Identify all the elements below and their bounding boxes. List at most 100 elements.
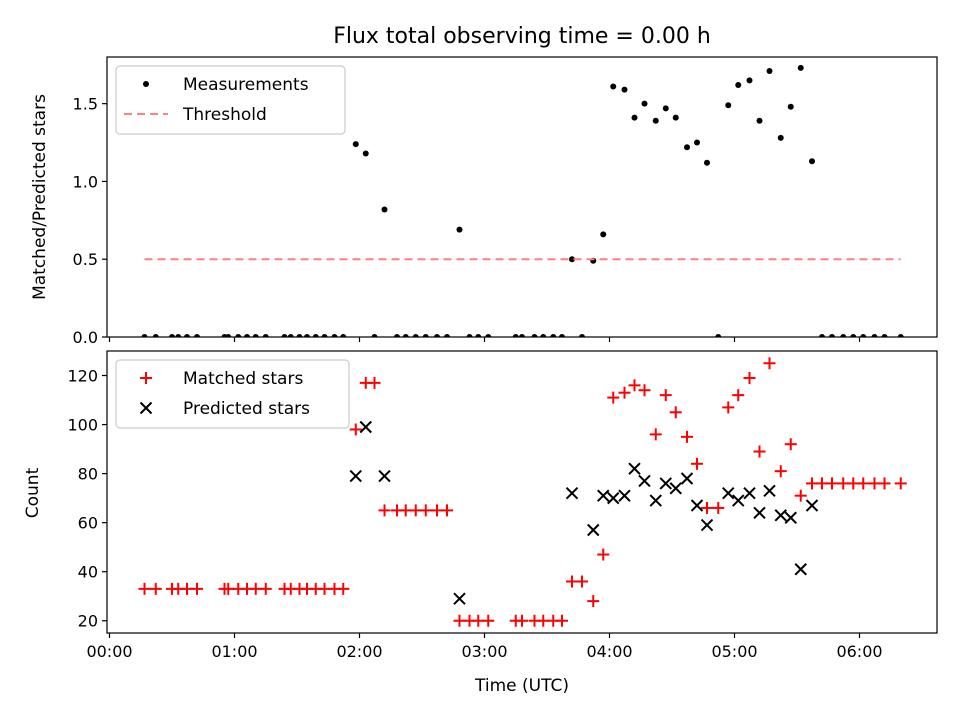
matched-point: [784, 438, 797, 451]
predicted-point: [700, 518, 714, 532]
matched-point: [701, 501, 713, 514]
measurement-point: [725, 102, 732, 109]
predicted-point: [680, 472, 694, 485]
measurement-point: [777, 134, 784, 141]
top-y-tick-label: 1.5: [73, 95, 98, 114]
bottom-y-axis-label: Count: [23, 467, 43, 518]
measurement-point: [652, 117, 659, 124]
predicted-point: [794, 563, 807, 576]
measurement-point: [860, 334, 867, 337]
measurement-point: [141, 334, 148, 337]
chart-title: Flux total observing time = 0.00 h: [333, 24, 711, 49]
matched-point: [618, 386, 631, 399]
measurement-point: [756, 117, 763, 124]
measurement-point: [559, 334, 565, 337]
matched-point: [149, 582, 162, 595]
predicted-point: [805, 499, 819, 512]
matched-point: [576, 575, 588, 588]
predicted-point: [565, 487, 579, 500]
measurement-point: [312, 334, 319, 337]
matched-point: [638, 384, 651, 397]
x-tick-label: 06:00: [836, 642, 882, 661]
matched-point: [482, 614, 495, 627]
top-y-tick-label: 1.0: [73, 172, 98, 191]
bottom-y-tick-label: 20: [78, 612, 98, 631]
measurement-point: [444, 334, 450, 337]
matched-point: [628, 379, 641, 392]
x-tick-label: 00:00: [86, 642, 132, 661]
top-y-tick-label: 0.0: [73, 328, 98, 347]
measurement-point: [175, 334, 182, 337]
measurement-point: [819, 334, 825, 337]
measurement-point: [871, 334, 878, 337]
predicted-point: [784, 511, 797, 524]
bottom-y-tick-label: 100: [67, 416, 98, 435]
measurement-point: [881, 334, 888, 337]
predicted-point: [618, 489, 631, 502]
predicted-point: [378, 469, 391, 483]
measurement-point: [550, 334, 557, 337]
measurement-point: [152, 334, 159, 337]
legend-plus-marker: [140, 372, 152, 384]
bottom-series-2: [349, 420, 819, 605]
top-legend-entry: Threshold: [124, 105, 267, 125]
predicted-point: [732, 494, 745, 507]
measurement-point: [704, 159, 710, 166]
measurement-point: [287, 334, 294, 337]
matched-point: [349, 423, 362, 436]
x-tick-label: 04:00: [586, 642, 632, 661]
matched-point: [649, 428, 662, 441]
measurement-point: [362, 150, 369, 157]
predicted-point: [587, 523, 600, 537]
measurement-point: [456, 226, 463, 233]
bottom-legend-label: Predicted stars: [183, 399, 310, 419]
matched-point: [857, 477, 870, 490]
top-legend-box: [115, 65, 346, 135]
predicted-point: [669, 482, 682, 495]
predicted-point: [597, 489, 610, 502]
measurement-point: [184, 334, 190, 337]
matched-point: [556, 614, 568, 627]
matched-point: [878, 477, 891, 490]
bottom-y-tick-label: 40: [78, 563, 98, 582]
matched-point: [763, 357, 776, 370]
matched-point: [794, 489, 807, 502]
matched-point: [368, 376, 381, 389]
measurement-point: [840, 334, 847, 337]
measurement-point: [641, 100, 648, 107]
top-axes-frame: [106, 56, 938, 338]
measurement-point: [381, 206, 388, 213]
measurement-point: [579, 334, 585, 337]
measurement-point: [715, 334, 722, 337]
bottom-legend: Matched stars Predicted stars: [115, 359, 350, 429]
measurement-point: [422, 334, 429, 337]
measurement-point: [569, 256, 575, 263]
measurement-point: [371, 334, 378, 337]
bottom-series-1: [138, 357, 907, 627]
bottom-y-tick-label: 60: [78, 514, 98, 533]
measurement-point: [281, 334, 288, 337]
measurement-point: [304, 334, 310, 337]
bottom-axes-frame: [106, 350, 938, 634]
matched-point: [138, 582, 151, 595]
measurement-point: [600, 231, 607, 238]
predicted-point: [763, 484, 776, 497]
measurement-point: [331, 334, 338, 337]
x-tick-label: 01:00: [211, 642, 257, 661]
predicted-point: [649, 494, 662, 507]
measurement-point: [829, 334, 835, 337]
measurement-point: [394, 334, 400, 337]
top-plot-area: [141, 64, 904, 337]
measurement-point: [412, 334, 419, 337]
predicted-point: [628, 462, 641, 475]
legend-dot-marker: [143, 81, 149, 87]
matched-point: [743, 371, 756, 384]
measurement-point: [194, 334, 200, 337]
legend-x-marker: [139, 401, 153, 415]
bottom-legend-box: [115, 359, 350, 429]
measurement-point: [296, 334, 303, 337]
predicted-point: [743, 487, 756, 500]
top-series-1: [141, 64, 904, 337]
measurement-point: [519, 334, 525, 337]
